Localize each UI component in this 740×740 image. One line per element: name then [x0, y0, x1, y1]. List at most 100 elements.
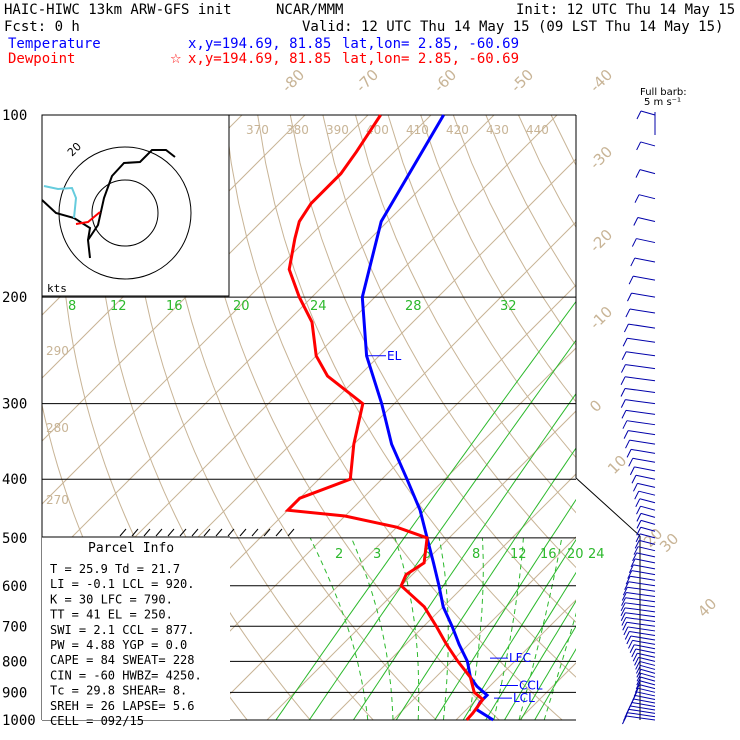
hodograph-trace-red [75, 211, 101, 225]
wind-barb [636, 505, 656, 515]
frame-corner [575, 477, 641, 537]
dewpoint-legend: Dewpoint [8, 51, 75, 67]
mixing-ratio-line [308, 339, 576, 720]
mixing-ratio-line [534, 648, 576, 720]
mixing-ratio-label: 16 [540, 547, 557, 562]
wind-barb [625, 575, 656, 585]
wind-barb [628, 639, 656, 649]
parcel-title: Parcel Info [88, 541, 174, 556]
wind-barb [629, 466, 656, 476]
wind-barb [635, 169, 656, 178]
wind-barb [635, 498, 656, 508]
wind-barb [624, 581, 656, 591]
dry-adiabat [224, 115, 563, 720]
parcel-hatch [287, 528, 295, 537]
moist-adiabat [468, 537, 484, 720]
wind-barb [626, 448, 656, 458]
parcel-hatch [179, 528, 187, 537]
level-el-label: EL [387, 349, 402, 363]
parcel-hatch [131, 528, 139, 537]
pressure-tick-label: 100 [2, 108, 27, 124]
hodograph-units: kts [47, 282, 67, 295]
wind-barb [628, 275, 656, 285]
parcel-line: T = 25.9 Td = 21.7 [50, 562, 180, 576]
mixing-ratio-label: 3 [373, 547, 381, 562]
mixing-ratio-line [504, 600, 576, 720]
star-icon: ☆ [170, 52, 182, 67]
wind-barb [628, 457, 656, 467]
parcel-hatch [155, 528, 163, 537]
mixing-ratio-label: 20 [233, 299, 250, 314]
wind-barb [623, 323, 656, 333]
wind-barbs [620, 110, 656, 725]
parcel-line: TT = 41 EL = 250. [50, 608, 173, 622]
wind-barb [633, 546, 656, 555]
wind-barb [620, 399, 656, 408]
wind-barb [634, 194, 656, 203]
dry-adiabat [452, 115, 576, 347]
temperature-location: x,y=194.69, 81.85 [188, 36, 331, 52]
hodograph-box [41, 114, 230, 297]
mixing-ratio-label: 24 [588, 547, 605, 562]
init-time: Init: 12 UTC Thu 14 May 15 [516, 2, 735, 18]
dry-adiabat [420, 115, 576, 403]
wind-barb [622, 621, 656, 631]
moist-adiabat [309, 537, 369, 720]
dry-adiabat [649, 115, 740, 720]
isotherm-label: 40 [694, 595, 720, 621]
moist-adiabat [350, 537, 394, 720]
pressure-tick-label: 900 [2, 685, 27, 701]
pressure-tick-label: 700 [2, 619, 27, 635]
parcel-line: K = 30 LFC = 790. [50, 592, 173, 606]
theta-label: 440 [526, 123, 549, 137]
theta-label: 420 [446, 123, 469, 137]
temperature-latlon: lat,lon= 2.85, -60.69 [342, 36, 519, 52]
wind-barb [626, 635, 656, 645]
wind-barb [630, 257, 656, 267]
wind-barb [633, 217, 656, 226]
wind-barb [636, 110, 656, 120]
sounding-profiles [284, 114, 494, 722]
parcel-hatch [191, 528, 199, 537]
parcel-hatch [215, 528, 223, 537]
wind-barb [636, 141, 656, 151]
parcel-hatch [119, 528, 127, 537]
model-title: HAIC-HIWC 13km ARW-GFS init [4, 2, 232, 18]
parcel-info-panel: Parcel Info T = 25.9 Td = 21.7LI = -0.1 L… [42, 528, 295, 728]
parcel-hatch [239, 528, 247, 537]
barb-key-speed: 5 m s⁻¹ [644, 97, 681, 108]
dry-adiabat [485, 115, 576, 289]
wind-barb [628, 564, 656, 574]
parcel-line: Tc = 29.8 SHEAR= 8. [50, 684, 187, 698]
forecast-hour: Fcst: 0 h [4, 19, 80, 35]
mixing-ratio-line [434, 498, 576, 720]
parcel-line: CIN = -60 HWBZ= 4250. [50, 668, 202, 682]
wind-barb [621, 617, 656, 626]
theta-label: 270 [46, 493, 69, 507]
parcel-line: CAPE = 84 SWEAT= 228 [50, 653, 195, 667]
level-lfc-label: LFC [509, 651, 531, 665]
isotherm-line [266, 410, 576, 720]
wind-barb [636, 676, 656, 686]
dry-adiabat [387, 115, 576, 459]
wind-barb [621, 364, 656, 373]
wind-barb [631, 238, 656, 247]
mixing-ratio-label: 16 [166, 299, 183, 314]
hodograph-trace-cyan [43, 185, 78, 219]
mixing-ratio-line [520, 625, 576, 720]
isotherm-label: -10 [586, 303, 616, 333]
isotherm-line [518, 662, 576, 720]
mixing-ratio-label: 5 [423, 547, 431, 562]
parcel-line: CELL = 092/15 [50, 714, 144, 728]
theta-label: 280 [46, 421, 69, 435]
wind-barb [627, 292, 656, 302]
parcel-hatch [167, 528, 175, 537]
pressure-tick-label: 400 [2, 472, 27, 488]
parcel-hatch [275, 528, 283, 537]
moist-adiabat [518, 537, 563, 720]
wind-barb [622, 337, 656, 347]
mixing-ratio-label: 24 [310, 299, 327, 314]
level-lcl-label: LCL [513, 691, 535, 705]
